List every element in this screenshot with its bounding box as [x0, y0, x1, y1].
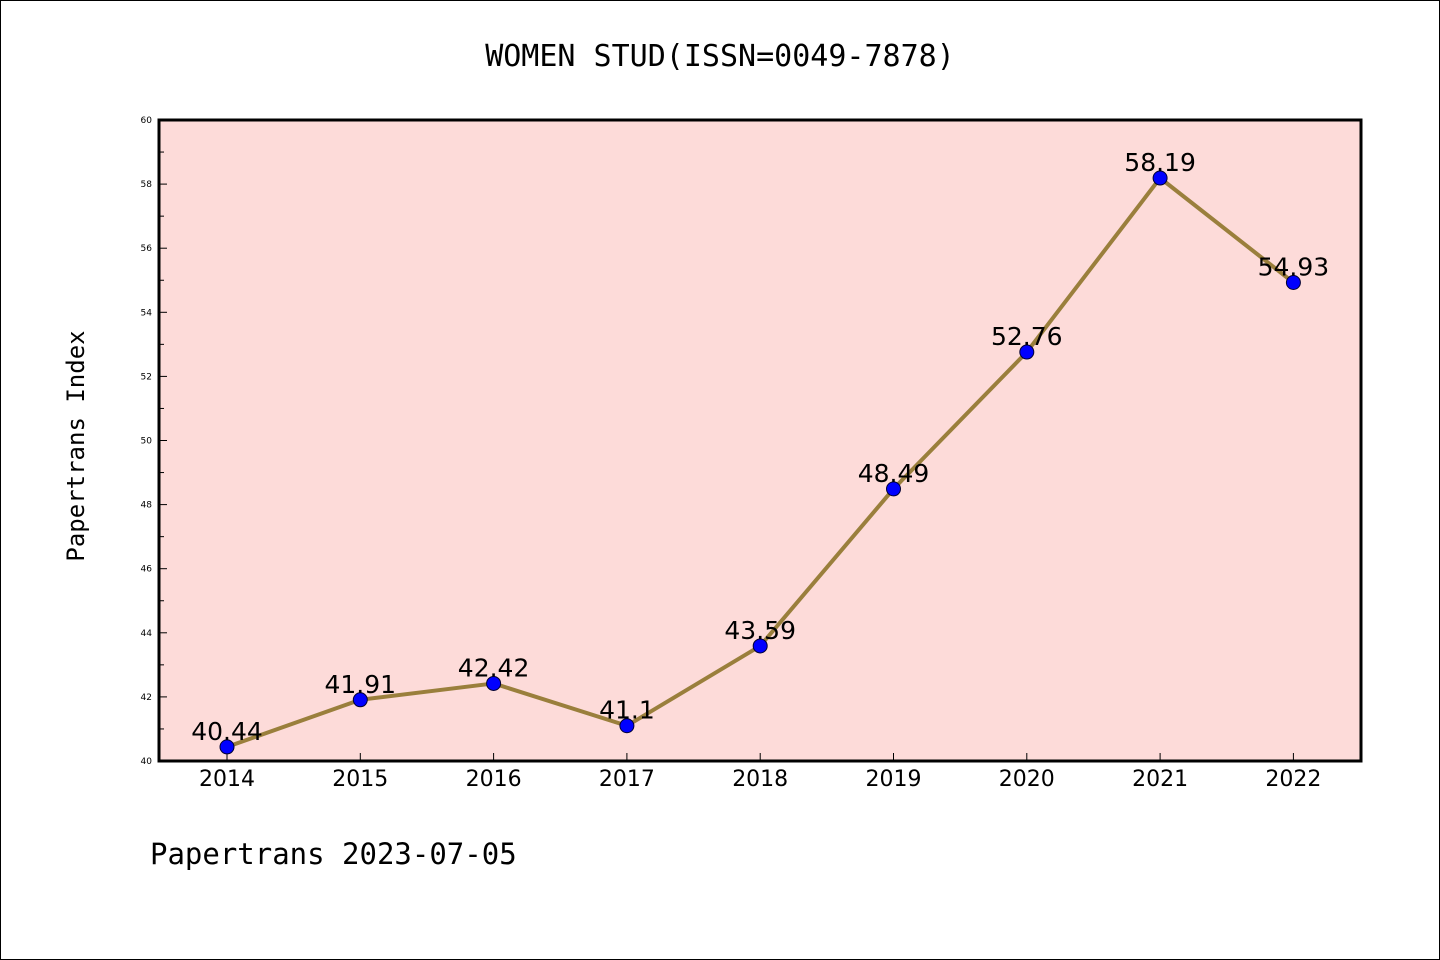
- x-tick-label: 2015: [332, 767, 388, 792]
- y-tick-label: 52: [141, 372, 152, 382]
- plot-area: [157, 118, 1363, 763]
- data-label: 52.76: [991, 322, 1063, 351]
- data-label: 41.91: [325, 670, 397, 699]
- footer-note: Papertrans 2023-07-05: [150, 837, 517, 871]
- y-tick-label: 44: [141, 629, 153, 639]
- y-tick-label: 56: [141, 244, 153, 254]
- y-tick-label: 54: [141, 308, 153, 318]
- chart-title: WOMEN STUD(ISSN=0049-7878): [485, 39, 955, 74]
- data-point: [219, 739, 235, 755]
- y-tick-label: 42: [141, 693, 152, 703]
- y-tick-label: 46: [141, 565, 153, 575]
- data-point: [886, 481, 901, 497]
- x-tick-label: 2019: [866, 767, 922, 792]
- data-label: 40.44: [191, 717, 263, 746]
- x-tick-label: 2021: [1132, 767, 1188, 792]
- data-label: 43.59: [724, 616, 796, 645]
- data-labels: 40.44 41.91 42.42 41.1 43.59 48.49 52.76 58.19 5…: [191, 148, 1329, 746]
- data-label: 48.49: [858, 459, 930, 488]
- x-tick-label: 2020: [999, 767, 1055, 792]
- x-tick-label: 2016: [466, 767, 522, 792]
- data-point: [352, 692, 368, 708]
- data-point: [1152, 170, 1168, 186]
- data-label: 54.93: [1258, 252, 1330, 281]
- data-point: [752, 638, 768, 654]
- y-axis: 40 42 44 46 48 50 52 54 56 58 60: [141, 116, 167, 767]
- x-tick-label: 2017: [599, 767, 655, 792]
- data-label: 58.19: [1124, 148, 1196, 177]
- data-point: [486, 675, 502, 691]
- data-point: [1019, 344, 1035, 360]
- x-axis: 2014 2015 2016 2017 2018 2019 2020 2021 2022: [199, 753, 1321, 792]
- x-tick-label: 2014: [199, 767, 255, 792]
- y-tick-label: 40: [141, 757, 153, 767]
- y-tick-label: 58: [141, 180, 153, 190]
- data-point: [619, 718, 635, 734]
- y-axis-label: Papertrans Index: [62, 330, 90, 561]
- x-tick-label: 2018: [732, 767, 788, 792]
- y-tick-label: 60: [141, 116, 153, 126]
- y-tick-label: 48: [141, 501, 153, 511]
- series: [219, 170, 1301, 755]
- data-point: [1285, 274, 1301, 290]
- y-tick-label: 50: [141, 437, 153, 447]
- x-tick-label: 2022: [1265, 767, 1321, 792]
- data-label: 42.42: [458, 653, 530, 682]
- data-label: 41.1: [599, 696, 655, 725]
